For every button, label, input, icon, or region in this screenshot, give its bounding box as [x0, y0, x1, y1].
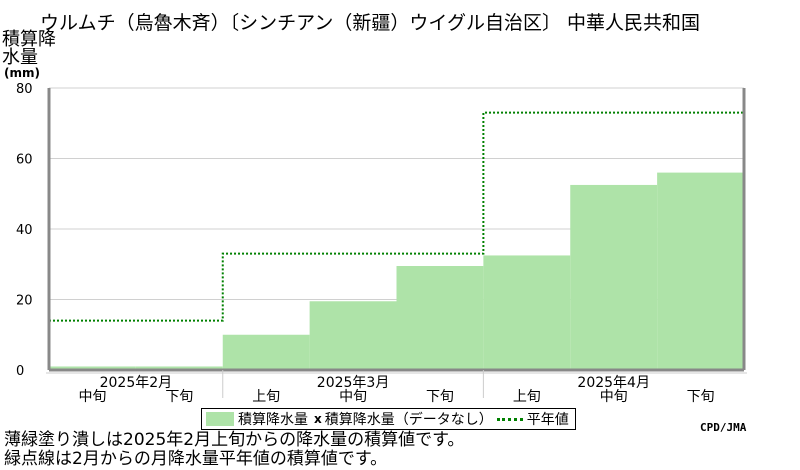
- x-tick-label-month: 2025年4月: [577, 375, 650, 391]
- y-tick-label: 80: [16, 82, 33, 97]
- x-tick-label-decade: 上旬: [252, 389, 280, 405]
- legend-label-accumulated: 積算降水量: [238, 412, 308, 428]
- bar-accumulated: [135, 366, 223, 370]
- bar-accumulated: [49, 366, 136, 370]
- bar-accumulated: [483, 255, 571, 370]
- x-tick-label-decade: 下旬: [165, 389, 193, 405]
- x-tick-label-month: 2025年2月: [100, 375, 173, 391]
- x-tick-label-decade: 上旬: [513, 389, 541, 405]
- y-tick-label: 20: [16, 294, 33, 309]
- x-tick-label-decade: 下旬: [426, 389, 454, 405]
- y-axis-unit: (mm): [4, 66, 40, 80]
- footnote-1: 薄緑塗り潰しは2025年2月上旬からの降水量の積算値です。: [4, 430, 465, 450]
- x-tick-label-decade: 下旬: [687, 389, 715, 405]
- y-tick-label: 0: [16, 364, 24, 379]
- x-tick-label-decade: 中旬: [600, 389, 628, 405]
- bar-accumulated: [396, 266, 484, 370]
- footnote-2: 緑点線は2月からの月降水量平年値の積算値です。: [4, 449, 388, 469]
- legend-label-no-data: 積算降水量（データなし）: [324, 412, 493, 428]
- legend-swatch-accumulated: [206, 412, 234, 426]
- legend-normal-line: [496, 417, 523, 421]
- x-tick-label-decade: 中旬: [78, 389, 106, 405]
- bar-accumulated: [309, 301, 397, 370]
- x-tick-label-decade: 中旬: [339, 389, 367, 405]
- y-axis-label: 積算降水量: [2, 29, 56, 68]
- normal-line: [49, 111, 744, 322]
- y-tick-label: 60: [16, 153, 33, 168]
- x-tick-label-month: 2025年3月: [317, 375, 390, 391]
- y-tick-label: 40: [16, 223, 33, 238]
- legend: 積算降水量 x 積算降水量（データなし） 平年値: [201, 408, 576, 430]
- credit: CPD/JMA: [700, 421, 747, 434]
- legend-label-normal: 平年値: [526, 412, 569, 428]
- legend-no-data-mark: x: [314, 412, 322, 426]
- bar-accumulated: [657, 172, 744, 370]
- bar-accumulated: [570, 184, 658, 370]
- chart-title: ウルムチ（烏魯木斉）〔シンチアン（新疆）ウイグル自治区〕 中華人民共和国: [40, 12, 701, 34]
- bar-accumulated: [222, 334, 310, 370]
